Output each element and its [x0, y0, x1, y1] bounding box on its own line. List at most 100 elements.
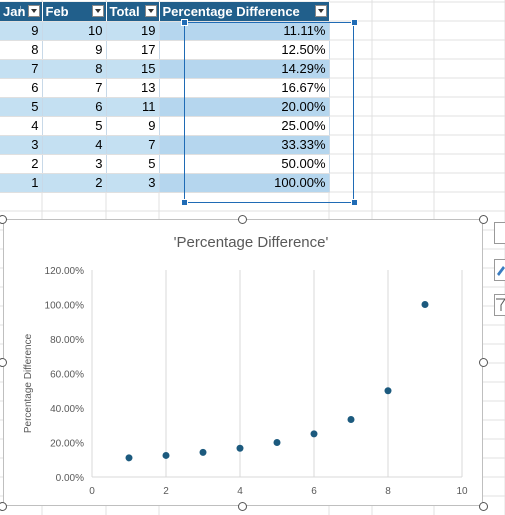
- chart-resize-handle[interactable]: [0, 358, 7, 367]
- table-cell[interactable]: 11.11%: [159, 21, 330, 41]
- table-cell[interactable]: 100.00%: [159, 173, 330, 193]
- data-point[interactable]: [347, 416, 355, 424]
- selected-range[interactable]: [184, 22, 354, 203]
- filter-dropdown-icon[interactable]: [91, 5, 104, 17]
- table-row: 8 9 17 12.50%: [0, 40, 330, 60]
- table-cell[interactable]: 33.33%: [159, 135, 330, 155]
- table-cell[interactable]: 5: [0, 97, 43, 117]
- table-cell[interactable]: 5: [106, 154, 160, 174]
- table-cell[interactable]: 9: [42, 40, 107, 60]
- x-tick-label: 6: [311, 486, 317, 497]
- filter-dropdown-icon[interactable]: [314, 5, 327, 17]
- table-row: 4 5 9 25.00%: [0, 116, 330, 136]
- table-row: 1 2 3 100.00%: [0, 173, 330, 193]
- header-label-total: Total: [109, 3, 140, 19]
- table-row: 3 4 7 33.33%: [0, 135, 330, 155]
- header-percentage-difference[interactable]: Percentage Difference: [159, 2, 330, 22]
- table-cell[interactable]: 7: [106, 135, 160, 155]
- table-cell[interactable]: 14.29%: [159, 59, 330, 79]
- chart-resize-handle[interactable]: [238, 502, 247, 511]
- selection-handle[interactable]: [351, 19, 358, 26]
- table-cell[interactable]: 16.67%: [159, 78, 330, 98]
- table-cell[interactable]: 12.50%: [159, 40, 330, 60]
- table-cell[interactable]: 6: [42, 97, 107, 117]
- table-cell[interactable]: 15: [106, 59, 160, 79]
- header-label-percentage-difference: Percentage Difference: [162, 3, 300, 19]
- table-cell[interactable]: 3: [106, 173, 160, 193]
- selection-handle[interactable]: [351, 199, 358, 206]
- y-tick-label: 40.00%: [50, 404, 84, 415]
- x-tick-label: 4: [237, 486, 243, 497]
- data-point[interactable]: [125, 454, 133, 462]
- table-row: 9 10 19 11.11%: [0, 21, 330, 41]
- table-cell[interactable]: 8: [0, 40, 43, 60]
- table-cell[interactable]: 3: [0, 135, 43, 155]
- y-tick-label: 120.00%: [45, 266, 85, 277]
- table-row: 6 7 13 16.67%: [0, 78, 330, 98]
- header-feb[interactable]: Feb: [42, 2, 107, 22]
- scatter-chart[interactable]: 'Percentage Difference' Percentage Differ…: [3, 219, 483, 506]
- table-cell[interactable]: 1: [0, 173, 43, 193]
- chart-plot: 'Percentage Difference' Percentage Differ…: [23, 234, 468, 497]
- y-tick-label: 0.00%: [56, 473, 84, 484]
- data-point[interactable]: [273, 439, 281, 446]
- table-cell[interactable]: 9: [0, 21, 43, 41]
- table-cell[interactable]: 10: [42, 21, 107, 41]
- table-row: 5 6 11 20.00%: [0, 97, 330, 117]
- table-cell[interactable]: 9: [106, 116, 160, 136]
- selection-handle[interactable]: [181, 199, 188, 206]
- y-axis-label[interactable]: Percentage Difference: [23, 333, 34, 433]
- chart-resize-handle[interactable]: [479, 358, 488, 367]
- chart-filters-button[interactable]: [494, 294, 505, 316]
- data-point[interactable]: [384, 387, 392, 395]
- table-cell[interactable]: 50.00%: [159, 154, 330, 174]
- data-point[interactable]: [199, 448, 207, 456]
- filter-dropdown-icon[interactable]: [144, 5, 157, 17]
- x-tick-label: 8: [385, 486, 391, 497]
- filter-sort-icon[interactable]: [18, 3, 40, 17]
- x-tick-label: 0: [89, 486, 95, 497]
- data-point[interactable]: [310, 430, 318, 438]
- chart-title[interactable]: 'Percentage Difference': [174, 234, 329, 251]
- filter-icon: [496, 298, 505, 311]
- table-cell[interactable]: 11: [106, 97, 160, 117]
- table-cell[interactable]: 13: [106, 78, 160, 98]
- table-cell[interactable]: 17: [106, 40, 160, 60]
- table-cell[interactable]: 7: [0, 59, 43, 79]
- header-jan[interactable]: Jan: [0, 2, 43, 22]
- table-cell[interactable]: 19: [106, 21, 160, 41]
- chart-styles-button[interactable]: [494, 259, 505, 281]
- data-point[interactable]: [162, 451, 170, 459]
- table-cell[interactable]: 8: [42, 59, 107, 79]
- data-point[interactable]: [421, 301, 429, 308]
- table-cell[interactable]: 2: [0, 154, 43, 174]
- chart-resize-handle[interactable]: [0, 215, 7, 224]
- table-cell[interactable]: 3: [42, 154, 107, 174]
- header-total[interactable]: Total: [106, 2, 160, 22]
- table-cell[interactable]: 6: [0, 78, 43, 98]
- table-cell[interactable]: 4: [42, 135, 107, 155]
- chart-resize-handle[interactable]: [238, 215, 247, 224]
- table-cell[interactable]: 4: [0, 116, 43, 136]
- brush-icon: [497, 266, 505, 276]
- data-point[interactable]: [236, 444, 244, 452]
- table-cell[interactable]: 5: [42, 116, 107, 136]
- y-tick-label: 100.00%: [45, 301, 85, 312]
- table-row: 2 3 5 50.00%: [0, 154, 330, 174]
- chart-elements-button[interactable]: [494, 222, 505, 244]
- y-tick-label: 80.00%: [50, 335, 84, 346]
- data-table: Jan Feb Total Percentage Difference 9101…: [0, 2, 330, 193]
- y-tick-label: 20.00%: [50, 439, 84, 450]
- y-tick-label: 60.00%: [50, 370, 84, 381]
- table-cell[interactable]: 25.00%: [159, 116, 330, 136]
- table-body: 9 10 19 11.11% 8 9 17 12.50% 7 8 15 14.29% 6 7 13 16.67…: [0, 21, 330, 193]
- table-cell[interactable]: 20.00%: [159, 97, 330, 117]
- selection-handle[interactable]: [181, 19, 188, 26]
- chart-resize-handle[interactable]: [0, 502, 7, 511]
- table-cell[interactable]: 2: [42, 173, 107, 193]
- table-cell[interactable]: 7: [42, 78, 107, 98]
- chart-resize-handle[interactable]: [479, 215, 488, 224]
- x-tick-label: 10: [456, 486, 468, 497]
- chart-resize-handle[interactable]: [479, 502, 488, 511]
